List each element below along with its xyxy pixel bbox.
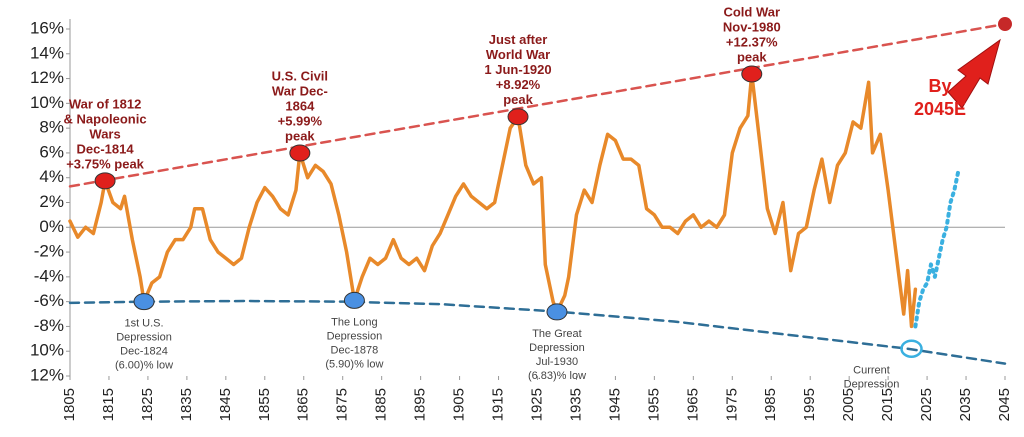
x-tick-label: 1955 <box>645 388 662 421</box>
series-line <box>68 72 918 329</box>
x-tick-label: 1815 <box>100 388 117 421</box>
y-tick-label: 6% <box>39 142 64 161</box>
series-line <box>913 169 961 329</box>
x-tick-label: 1825 <box>139 388 156 421</box>
x-tick-label: 1985 <box>762 388 779 421</box>
annotation-marker <box>741 65 763 83</box>
annotation-text: The Great <box>532 328 582 340</box>
x-tick-label: 1885 <box>373 388 390 421</box>
x-tick-label: 1995 <box>801 388 818 421</box>
y-tick-label: -6% <box>34 291 64 310</box>
x-tick-label: 1855 <box>256 388 273 421</box>
callout: By <box>928 76 951 96</box>
x-tick-label: 2035 <box>957 388 974 421</box>
annotation-text: Jul-1930 <box>536 356 578 368</box>
y-tick-label: 16% <box>30 18 64 37</box>
annotation-text: 1st U.S. <box>124 318 163 330</box>
annotation-text: & Napoleonic <box>64 111 147 126</box>
annotation-text: Nov-1980 <box>723 19 781 34</box>
annotation-text: U.S. Civil <box>272 68 328 83</box>
x-tick-label: 1865 <box>295 388 312 421</box>
y-tick-label: 2% <box>39 192 64 211</box>
x-tick-label: 1935 <box>567 388 584 421</box>
y-tick-label: 4% <box>39 167 64 186</box>
callout: 2045E <box>914 99 966 119</box>
annotation-text: War Dec- <box>272 83 328 98</box>
y-tick-label: -4% <box>34 266 64 285</box>
annotation-text: +5.99% <box>278 113 323 128</box>
annotation-text: Depression <box>529 342 585 354</box>
x-tick-label: 1915 <box>490 388 507 421</box>
annotation-text: War of 1812 <box>69 96 142 111</box>
arrow <box>947 38 1001 109</box>
x-tick-label: 1975 <box>723 388 740 421</box>
x-tick-label: 1905 <box>451 388 468 421</box>
series-line <box>68 299 1007 365</box>
annotation-text: Dec-1878 <box>331 344 379 356</box>
x-tick-label: 1965 <box>684 388 701 421</box>
x-tick-label: 2005 <box>840 388 857 421</box>
y-tick-label: -8% <box>34 316 64 335</box>
annotation-text: peak <box>737 49 767 64</box>
x-tick-label: 2015 <box>879 388 896 421</box>
annotation-text: Current <box>853 365 890 377</box>
annotation-marker <box>289 144 311 162</box>
annotation-text: +3.75% peak <box>66 156 144 171</box>
annotation-text: +12.37% <box>726 34 778 49</box>
y-tick-label: 0% <box>39 217 64 236</box>
annotation-text: Dec-1814 <box>77 141 135 156</box>
annotation-marker <box>507 108 529 126</box>
y-tick-label: 12% <box>30 365 64 384</box>
x-tick-label: 1925 <box>528 388 545 421</box>
annotation-marker <box>900 339 923 358</box>
annotation-text: 1864 <box>285 98 315 113</box>
annotation-text: Depression <box>844 379 900 391</box>
annotation-text: +8.92% <box>496 77 541 92</box>
series-line <box>68 22 1007 188</box>
annotation-text: Dec-1824 <box>120 346 168 358</box>
y-tick-label: -2% <box>34 242 64 261</box>
y-tick-label: 10% <box>30 341 64 360</box>
y-tick-label: 8% <box>39 118 64 137</box>
annotation-marker <box>546 303 568 321</box>
annotation-text: peak <box>285 128 315 143</box>
x-tick-label: 1945 <box>606 388 623 421</box>
annotation-text: World War <box>486 47 550 62</box>
y-tick-label: 12% <box>30 68 64 87</box>
x-tick-label: 1835 <box>178 388 195 421</box>
annotation-text: Cold War <box>723 4 780 19</box>
x-tick-label: 2025 <box>918 388 935 421</box>
annotation-text: (6.00)% low <box>115 360 173 372</box>
x-tick-label: 1845 <box>217 388 234 421</box>
x-tick-label: 1895 <box>412 388 429 421</box>
annotation-marker <box>94 172 116 190</box>
annotation-text: Wars <box>89 126 120 141</box>
y-tick-label: 10% <box>30 93 64 112</box>
annotation-text: The Long <box>331 316 377 328</box>
x-tick-label: 1875 <box>334 388 351 421</box>
annotation-text: Just after <box>489 32 548 47</box>
y-tick-label: 14% <box>30 43 64 62</box>
annotation-text: 1 Jun-1920 <box>484 62 551 77</box>
x-tick-label: 2045 <box>996 388 1013 421</box>
annotation-text: Depression <box>116 332 172 344</box>
annotation-text: (6.83)% low <box>528 370 586 382</box>
x-tick-label: 1805 <box>61 388 78 421</box>
annotation-text: peak <box>503 92 533 107</box>
annotation-text: Depression <box>327 330 383 342</box>
annotation-text: (5.90)% low <box>325 358 383 370</box>
annotation-marker <box>343 291 365 309</box>
annotation-marker <box>133 293 155 311</box>
endpoint <box>998 17 1012 32</box>
